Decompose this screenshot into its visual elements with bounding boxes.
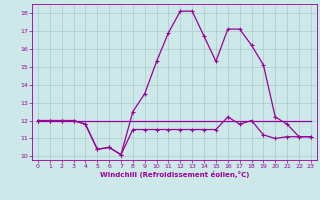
X-axis label: Windchill (Refroidissement éolien,°C): Windchill (Refroidissement éolien,°C) bbox=[100, 171, 249, 178]
